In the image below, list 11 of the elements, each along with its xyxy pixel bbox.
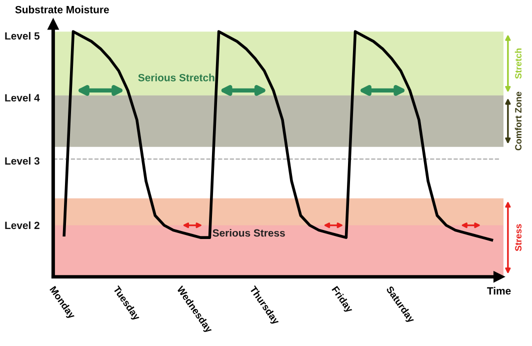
text: Level 5 xyxy=(5,32,40,40)
x-axis-title: Time xyxy=(487,286,511,295)
text: Level 4 xyxy=(5,94,40,102)
annotation: Serious Stretch xyxy=(138,74,214,82)
band-label: Stress xyxy=(515,224,522,252)
band-label: Stretch xyxy=(514,48,522,79)
y-axis-title: Substrate Moisture xyxy=(15,6,109,14)
text: Level 3 xyxy=(5,157,40,165)
band-label: Comfort Zone xyxy=(514,92,522,150)
text: Level 2 xyxy=(5,221,40,230)
annotation: Serious Stress xyxy=(212,229,285,237)
